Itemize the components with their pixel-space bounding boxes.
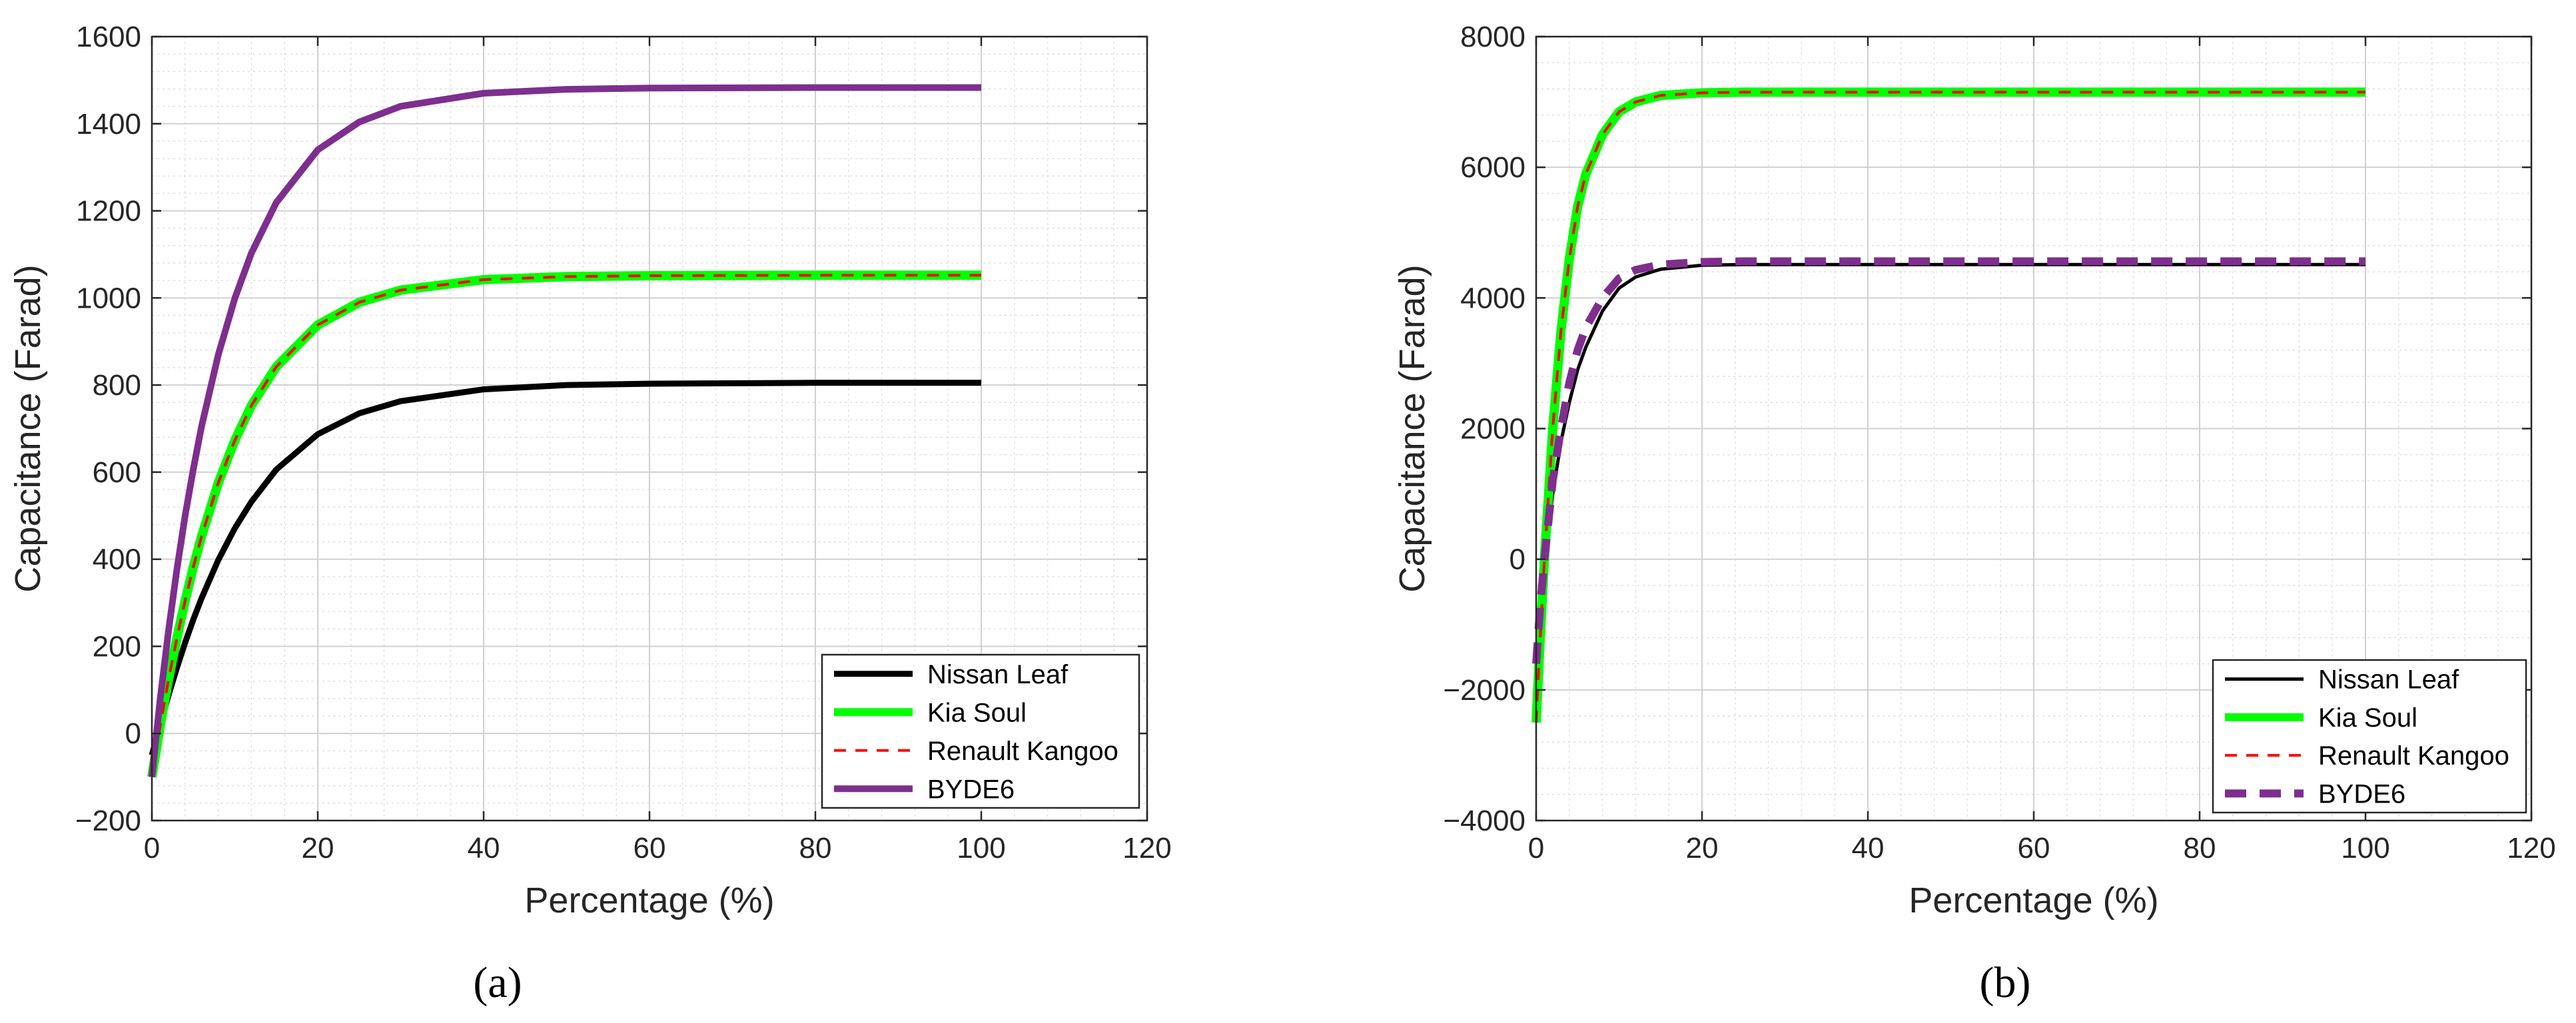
x-tick-label: 20 (302, 832, 334, 864)
x-tick-label: 0 (144, 832, 160, 864)
y-tick-label: −4000 (1443, 805, 1525, 837)
x-tick-label: 20 (1686, 832, 1719, 864)
x-tick-label: 120 (1122, 832, 1171, 864)
legend-box (2212, 659, 2527, 814)
series-group (1531, 87, 2365, 723)
series-line-byde6 (1532, 257, 2365, 665)
series-line-nissan-leaf (149, 380, 981, 757)
x-tick-label: 120 (2507, 832, 2555, 864)
y-axis-label: Capacitance (Farad) (1392, 264, 1432, 592)
y-tick-label: 4000 (1460, 282, 1525, 314)
x-tick-label: 60 (2018, 832, 2050, 864)
caption-b: (b) (1980, 958, 2031, 1007)
chart-panel-b: 0 20 40 60 80 100 120 −4000 −2000 0 2000 4000 6000 80… (1392, 21, 2556, 920)
series-line-byde6 (149, 84, 981, 778)
legend-box (821, 653, 1140, 809)
legend-label: Renault Kangoo (2318, 741, 2509, 771)
x-tick-label: 40 (1852, 832, 1885, 864)
legend: Nissan Leaf Kia Soul Renault Kangoo BYDE6 (821, 653, 1140, 809)
y-axis-label: Capacitance (Farad) (8, 264, 48, 592)
y-tick-label: 800 (93, 369, 141, 402)
y-tick-label: 0 (1509, 543, 1525, 576)
y-tick-label: 1400 (76, 108, 141, 141)
legend-label: BYDE6 (2318, 779, 2405, 809)
y-tick-label: 1600 (76, 21, 141, 53)
tick-group: 0 20 40 60 80 100 120 −4000 −2000 0 2000 4000 6000 80… (1443, 21, 2555, 864)
y-tick-label: 600 (93, 456, 141, 489)
legend-label: Kia Soul (927, 698, 1027, 727)
y-tick-label: −200 (75, 805, 141, 837)
y-tick-label: 1200 (76, 195, 141, 228)
x-tick-label: 60 (634, 832, 666, 864)
y-tick-label: −2000 (1443, 674, 1525, 707)
x-tick-label: 100 (957, 832, 1005, 864)
series-line-renault-kangoo (151, 274, 981, 777)
y-tick-label: 2000 (1460, 413, 1525, 446)
x-tick-label: 40 (468, 832, 500, 864)
legend-label: Nissan Leaf (2318, 665, 2459, 695)
tick-group: 0 20 40 60 80 100 120−200020040060080010001200… (75, 21, 1172, 864)
caption-a: (a) (473, 958, 522, 1007)
x-tick-label: 0 (1528, 832, 1544, 864)
y-tick-label: 400 (93, 543, 141, 576)
x-axis-label: Percentage (%) (524, 880, 774, 920)
chart-panel-a: 0 20 40 60 80 100 120−200020040060080010001200… (8, 21, 1172, 920)
series-group (147, 84, 981, 778)
x-tick-label: 80 (799, 832, 832, 864)
x-tick-label: 100 (2341, 832, 2389, 864)
y-tick-label: 200 (93, 630, 141, 663)
x-tick-label: 80 (2184, 832, 2216, 864)
legend-label: BYDE6 (927, 775, 1015, 804)
x-axis-label: Percentage (%) (1909, 880, 2158, 920)
y-tick-label: 1000 (76, 282, 141, 314)
legend-label: Nissan Leaf (927, 660, 1069, 689)
legend-label: Kia Soul (2318, 703, 2417, 733)
y-tick-label: 6000 (1460, 151, 1525, 184)
legend: Nissan Leaf Kia Soul Renault Kangoo BYDE6 (2212, 659, 2527, 814)
legend-label: Renault Kangoo (927, 737, 1118, 766)
y-tick-label: 8000 (1460, 21, 1525, 53)
y-tick-label: 0 (125, 717, 141, 750)
